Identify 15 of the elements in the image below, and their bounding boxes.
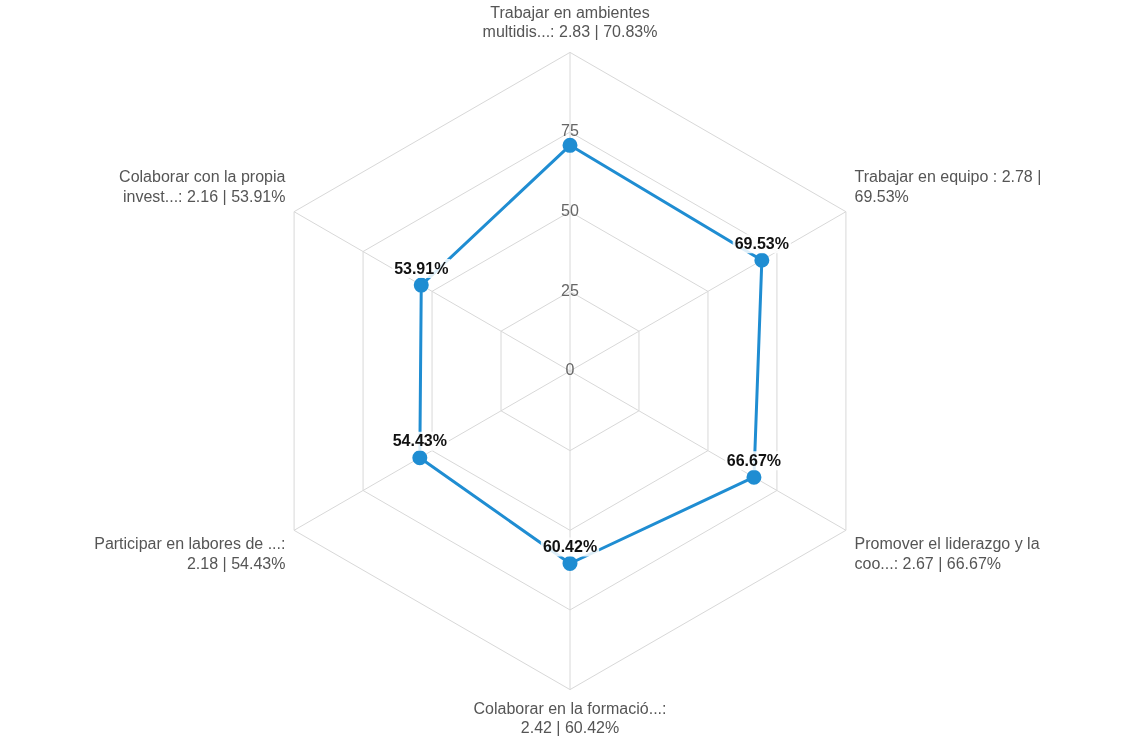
spoke-label: Colaborar con la propia invest...: 2.16 | 53.91% [119,168,286,205]
y-tick-label: 0 [565,361,575,379]
data-label: 54.43% [392,432,447,450]
y-tick-label: 75 [561,122,579,140]
spoke-label: Trabajar en equipo : 2.78 | 69.53% [854,168,1042,205]
data-label: 60.42% [542,537,598,555]
data-label: 66.67% [726,451,782,469]
data-label: 53.91% [394,259,449,277]
spoke-label: Trabajar en ambientes multidis...: 2.83 | 70.83% [482,4,658,41]
data-label: 69.53% [734,234,789,252]
spoke-label: Promover el liderazgo y la coo...: 2.67 | 66.67% [854,535,1040,572]
y-tick-label: 50 [561,202,579,220]
spoke-label: Colaborar en la formació...: 2.42 | 60.42% [473,699,667,736]
spoke-label: Participar en labores de ...: 2.18 | 54.43% [94,535,286,572]
y-tick-label: 25 [561,281,579,299]
